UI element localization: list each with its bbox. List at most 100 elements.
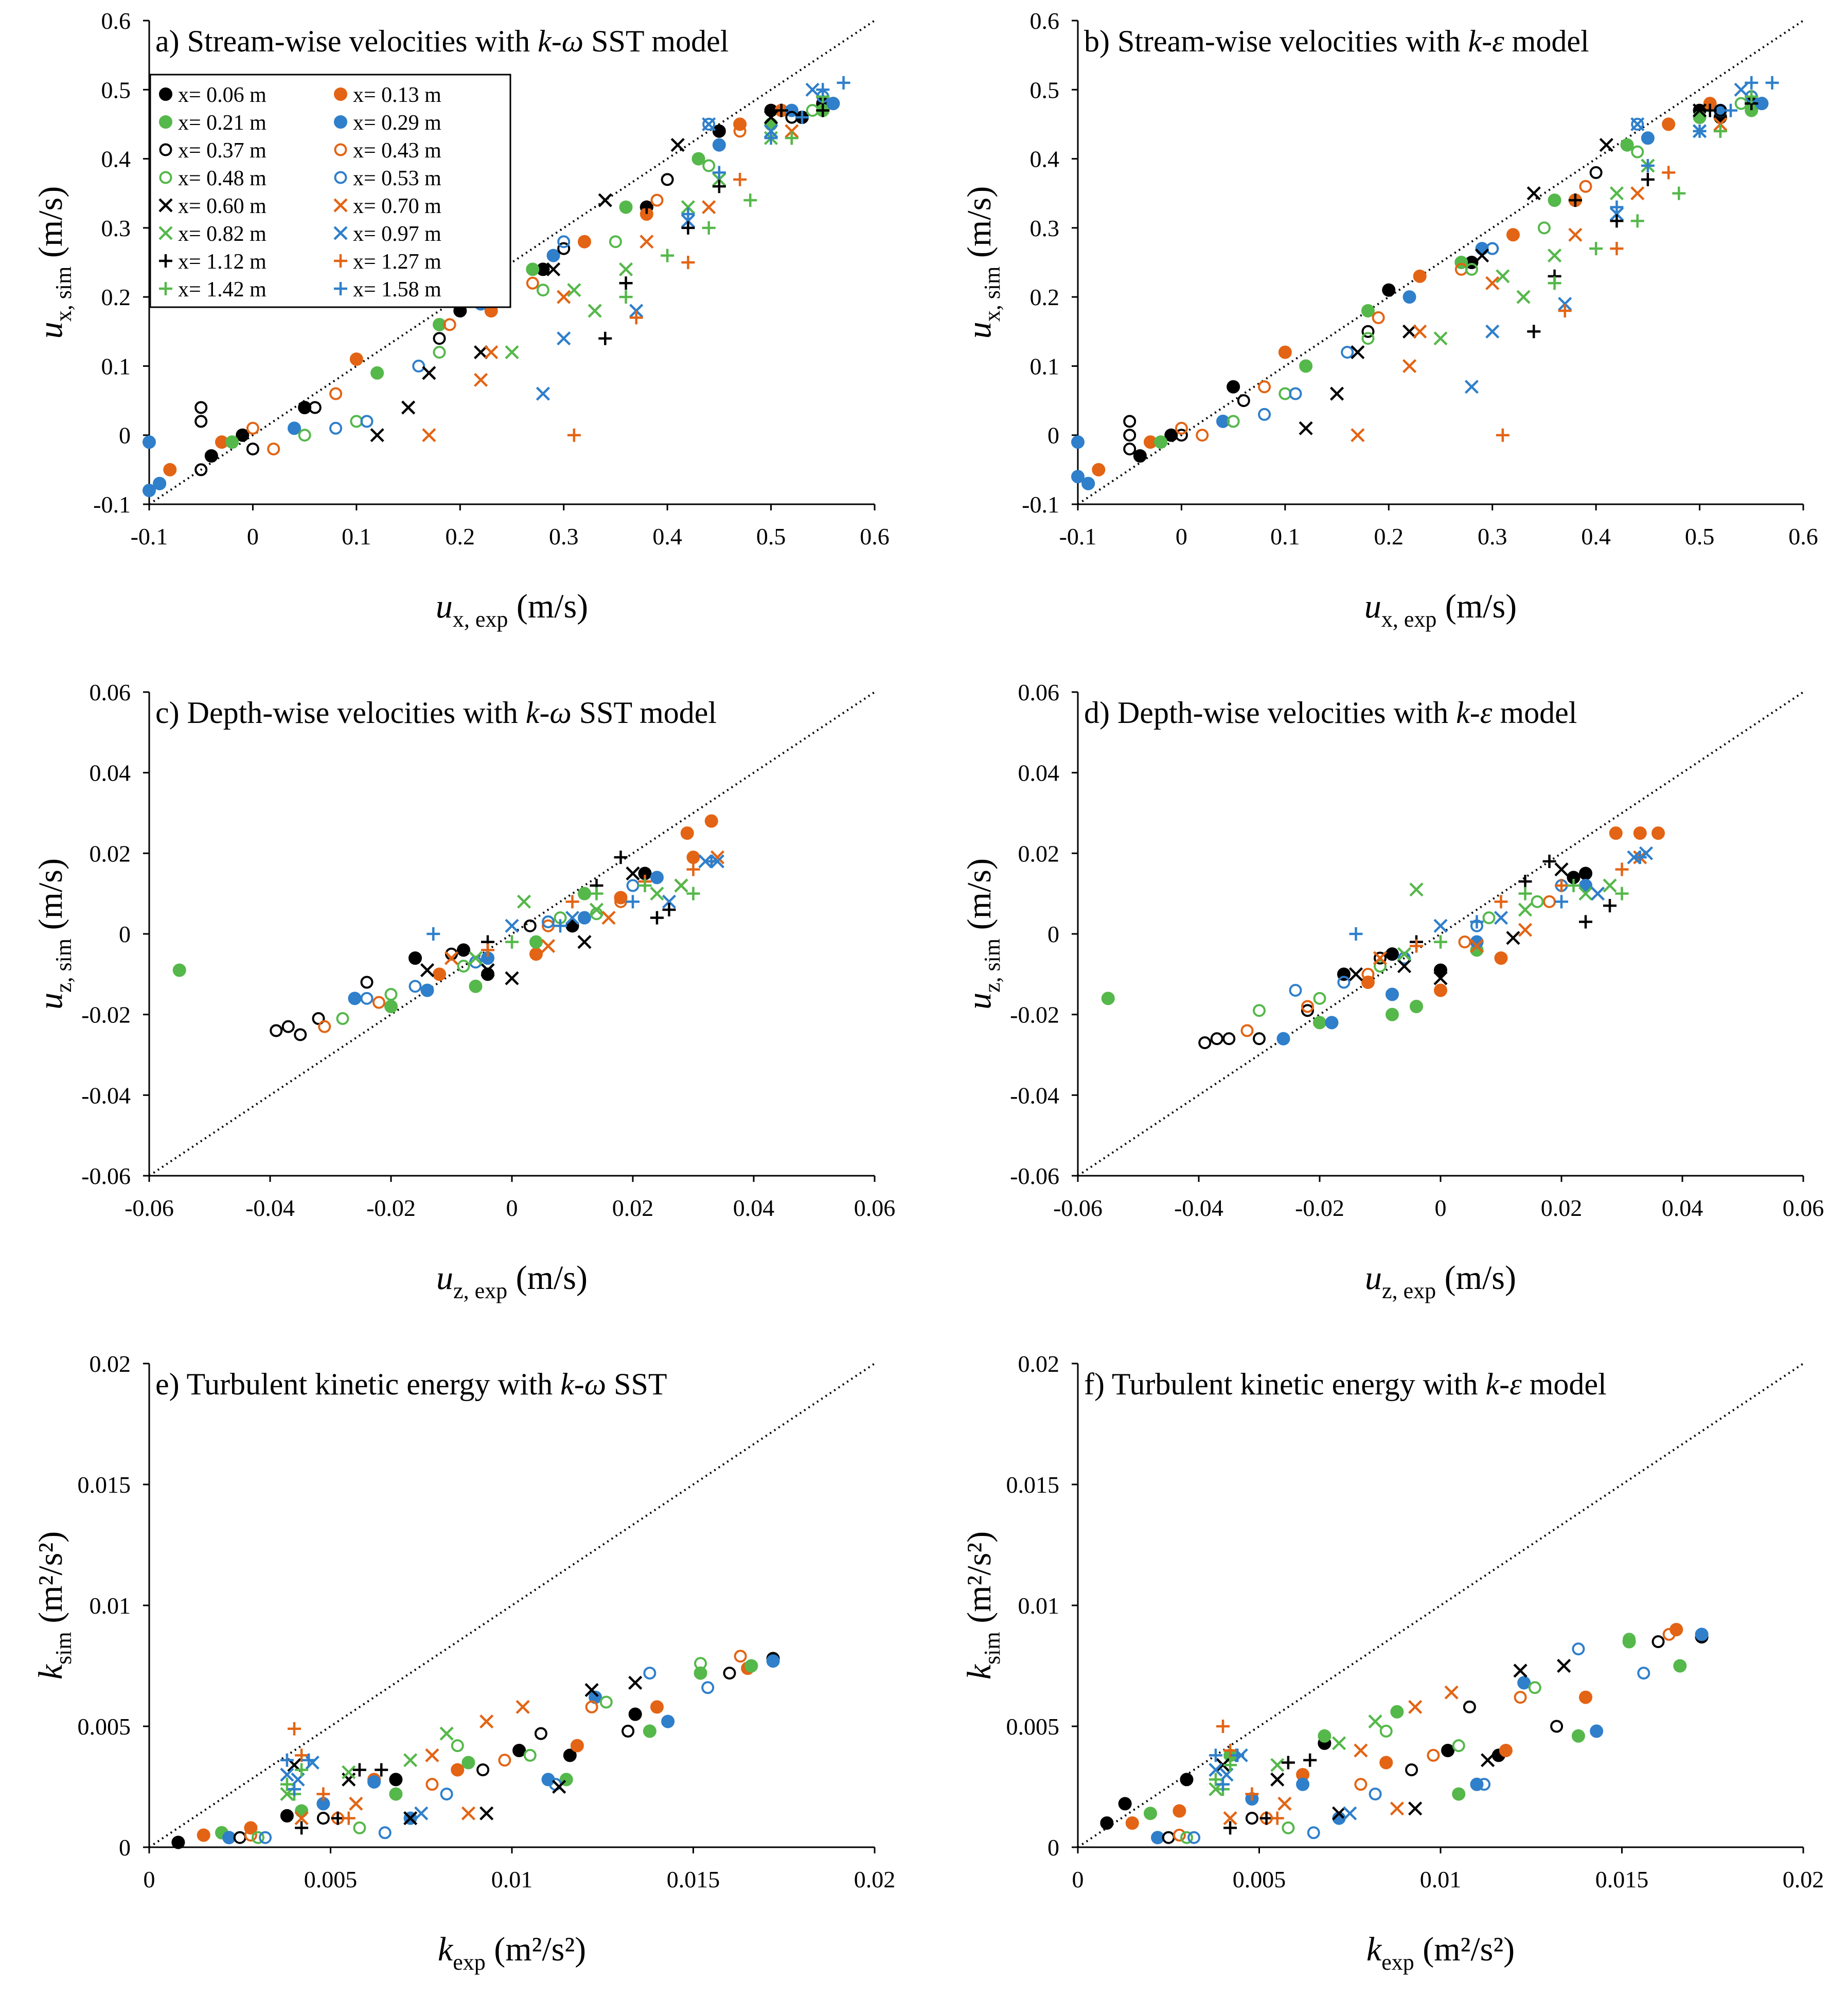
data-point <box>1695 1628 1709 1641</box>
legend-label: x= 0.06 m <box>178 83 267 107</box>
data-point <box>650 887 664 901</box>
data-point <box>294 1811 309 1826</box>
x-axis-title: kexp (m²/s²) <box>438 1931 586 1975</box>
data-point <box>619 200 633 214</box>
data-point <box>763 124 778 138</box>
data-point <box>626 895 640 909</box>
series-x-0-48-m <box>1253 895 1544 1017</box>
identity-line <box>148 691 876 1177</box>
series-x-1-27-m <box>1410 862 1629 953</box>
data-point <box>1589 166 1603 179</box>
series-x-1-12-m <box>1223 1753 1317 1835</box>
x-tick-label: 0.1 <box>1270 523 1300 550</box>
legend-label: x= 1.42 m <box>178 278 267 302</box>
data-point <box>270 1024 283 1037</box>
data-point <box>1301 1000 1314 1013</box>
y-tick-label: 0.4 <box>1030 146 1060 172</box>
data-point <box>1558 304 1572 317</box>
data-point <box>1253 1032 1266 1046</box>
data-point <box>171 1835 185 1849</box>
data-point <box>681 221 695 235</box>
series-x-0-21-m <box>1081 103 1759 490</box>
data-point <box>601 911 616 925</box>
data-point <box>578 887 591 900</box>
data-point <box>1313 1016 1326 1030</box>
series-x-0-82-m <box>468 878 688 965</box>
data-point <box>280 1767 294 1782</box>
data-point <box>565 911 580 925</box>
data-point <box>1609 207 1624 221</box>
x-tick-label: -0.02 <box>1295 1195 1344 1221</box>
data-point <box>578 911 591 925</box>
data-point <box>1506 931 1520 945</box>
data-point <box>1475 248 1489 263</box>
data-point <box>1651 826 1665 840</box>
data-point <box>1526 186 1541 201</box>
series-x-0-43-m <box>244 1650 747 1842</box>
data-point <box>1361 332 1375 345</box>
data-point <box>342 1811 356 1825</box>
data-point <box>384 988 398 1001</box>
legend-marker-x-0-43-m <box>334 143 347 156</box>
data-point <box>712 180 726 193</box>
data-point <box>686 862 700 876</box>
y-tick-label: 0 <box>1047 422 1059 449</box>
series-x-0-29-m <box>1151 1628 1709 1845</box>
data-point <box>143 484 156 498</box>
data-point <box>498 1754 511 1767</box>
data-point <box>526 262 540 276</box>
data-point <box>1713 117 1728 132</box>
data-point <box>837 76 850 90</box>
legend-marker-x-1-27-m <box>334 254 347 268</box>
data-point <box>1615 862 1629 876</box>
data-point <box>1527 325 1541 339</box>
data-point <box>1558 296 1572 311</box>
y-tick-label: 0.1 <box>1030 353 1060 379</box>
series-x-0-53-m <box>1258 90 1758 421</box>
data-point <box>1610 200 1624 214</box>
series-x-0-48-m <box>1227 97 1748 428</box>
x-axis-title: ux, exp (m/s) <box>1364 588 1517 632</box>
data-point <box>1568 227 1583 242</box>
legend-label: x= 0.82 m <box>178 222 267 246</box>
y-tick-label: 0.6 <box>1030 8 1060 34</box>
data-point <box>1361 967 1375 981</box>
y-tick-label: 0.5 <box>101 77 131 103</box>
data-point <box>589 903 604 917</box>
data-point <box>194 463 208 476</box>
data-point <box>643 1724 656 1738</box>
data-point <box>360 992 374 1005</box>
x-tick-label: 0.01 <box>491 1866 533 1893</box>
data-point <box>764 131 778 145</box>
series-x-0-13-m <box>433 814 718 981</box>
data-point <box>143 435 156 449</box>
series-x-0-37-m <box>1162 1635 1665 1844</box>
data-point <box>1337 976 1351 989</box>
series-x-0-29-m <box>222 1654 780 1845</box>
data-point <box>1693 124 1707 138</box>
data-point <box>694 1666 707 1680</box>
data-point <box>280 1809 294 1823</box>
data-point <box>512 1744 526 1757</box>
data-point <box>1413 269 1427 283</box>
x-tick-label: 0.3 <box>549 523 579 550</box>
data-point <box>1210 1032 1223 1046</box>
data-point <box>433 346 446 359</box>
y-tick-label: 0.01 <box>90 1593 131 1619</box>
data-point <box>461 1756 475 1770</box>
data-point <box>1100 1816 1114 1830</box>
data-point <box>505 918 519 933</box>
x-tick-label: 0.3 <box>1478 523 1507 550</box>
data-point <box>1554 862 1569 877</box>
identity-line <box>148 1363 876 1848</box>
data-point <box>712 124 726 138</box>
data-point <box>1641 131 1655 145</box>
data-point <box>367 1775 381 1789</box>
data-point <box>1548 193 1561 207</box>
panel-c: -0.06 -0.04 -0.02 0 0.02 0.04 0.06 -0.06 -0.04 -0… <box>0 671 918 1343</box>
data-point <box>670 138 685 152</box>
data-point <box>733 125 747 138</box>
data-point <box>1348 967 1363 981</box>
data-point <box>252 1831 264 1844</box>
